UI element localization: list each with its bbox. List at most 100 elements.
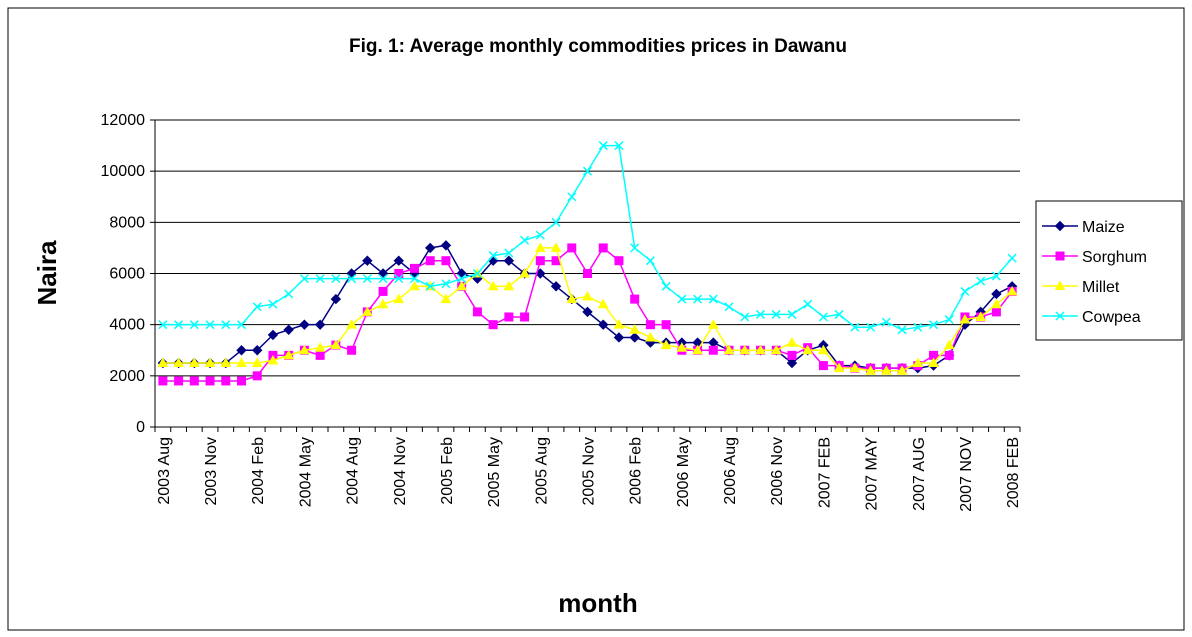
data-point xyxy=(802,344,814,355)
x-tick-label: 2007 MAY xyxy=(864,437,881,511)
x-tick-label: 2004 May xyxy=(297,437,314,507)
x-tick-label: 2007 AUG xyxy=(911,437,928,511)
data-point xyxy=(613,319,625,329)
data-point xyxy=(520,312,530,322)
data-point xyxy=(425,256,435,266)
x-tick-label: 2004 Nov xyxy=(392,437,409,506)
data-point xyxy=(661,320,671,330)
data-point xyxy=(630,294,640,304)
x-tick-label: 2006 May xyxy=(675,437,692,507)
data-point xyxy=(708,294,718,304)
x-tick-label: 2006 Feb xyxy=(628,437,645,505)
data-point xyxy=(660,339,672,350)
data-point xyxy=(394,269,404,278)
legend-label: Millet xyxy=(1082,279,1120,296)
data-point xyxy=(361,306,373,316)
data-point xyxy=(409,280,420,291)
data-point xyxy=(284,289,294,299)
data-point xyxy=(991,271,1001,281)
data-point xyxy=(786,337,798,347)
data-point xyxy=(787,309,797,319)
data-point xyxy=(597,298,609,309)
data-point xyxy=(158,320,168,330)
data-point xyxy=(645,320,655,330)
data-point xyxy=(519,267,530,278)
data-point xyxy=(377,298,389,309)
data-point xyxy=(237,376,246,386)
data-point xyxy=(755,344,766,355)
data-point xyxy=(645,256,655,266)
data-point xyxy=(770,344,782,355)
data-point xyxy=(567,243,577,253)
legend-label: Sorghum xyxy=(1082,249,1147,266)
data-point xyxy=(583,269,592,278)
legend-label: Maize xyxy=(1082,219,1125,236)
data-point xyxy=(425,242,436,254)
y-tick-label: 8000 xyxy=(109,214,145,231)
data-point xyxy=(520,235,530,245)
data-point xyxy=(613,332,625,343)
data-point xyxy=(723,344,735,355)
data-point xyxy=(959,314,971,324)
data-point xyxy=(834,309,844,319)
data-point xyxy=(598,319,609,330)
data-point xyxy=(503,280,515,291)
data-point xyxy=(394,274,404,284)
data-point xyxy=(582,306,593,318)
data-point xyxy=(330,339,342,350)
y-tick-label: 4000 xyxy=(109,317,145,334)
data-point xyxy=(534,242,546,252)
data-point xyxy=(787,350,797,360)
data-point xyxy=(267,329,279,341)
legend-marker xyxy=(1054,220,1066,232)
data-point xyxy=(410,263,419,273)
data-point xyxy=(724,302,734,312)
data-point xyxy=(378,286,388,296)
data-point xyxy=(693,294,703,304)
x-tick-label: 2004 Feb xyxy=(250,437,267,505)
x-tick-label: 2007 FEB xyxy=(816,437,833,508)
data-point xyxy=(347,345,357,355)
data-point xyxy=(582,166,593,176)
data-point xyxy=(598,141,608,151)
x-tick-label: 2006 Aug xyxy=(722,437,739,505)
data-point xyxy=(896,365,908,375)
data-point xyxy=(944,315,954,325)
x-tick-label: 2005 Feb xyxy=(439,437,456,505)
data-point xyxy=(173,357,184,368)
y-tick-label: 6000 xyxy=(109,266,145,283)
data-point xyxy=(472,268,482,279)
x-tick-label: 2007 NOV xyxy=(958,437,975,512)
data-point xyxy=(236,320,247,330)
data-point xyxy=(236,345,247,356)
data-point xyxy=(441,279,451,289)
data-point xyxy=(676,342,688,352)
data-point xyxy=(865,365,876,375)
data-point xyxy=(362,274,372,284)
data-point xyxy=(487,280,499,291)
data-point xyxy=(252,302,262,312)
data-point xyxy=(221,376,231,386)
data-point xyxy=(331,274,341,284)
data-point xyxy=(629,332,640,343)
data-point xyxy=(818,312,828,322)
data-point xyxy=(897,325,907,335)
data-point xyxy=(314,342,326,352)
legend-label: Cowpea xyxy=(1082,309,1141,326)
data-point xyxy=(346,319,357,329)
data-point xyxy=(205,376,215,386)
data-point xyxy=(189,376,199,386)
y-tick-label: 2000 xyxy=(109,368,145,385)
data-point xyxy=(440,240,452,251)
data-point xyxy=(645,331,656,342)
data-point xyxy=(252,345,263,356)
data-point xyxy=(960,286,970,296)
data-point xyxy=(425,281,435,291)
data-point xyxy=(755,309,766,319)
data-point xyxy=(551,217,561,227)
data-point xyxy=(740,312,750,322)
data-point xyxy=(299,319,310,330)
data-point xyxy=(550,242,562,252)
data-point xyxy=(1006,285,1018,296)
